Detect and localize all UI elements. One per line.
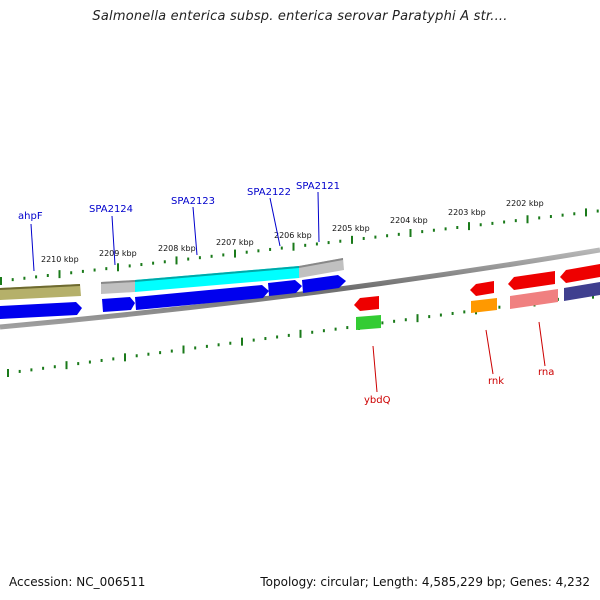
kbp-labels: 2210 kbp 2209 kbp 2208 kbp 2207 kbp 2206… (41, 199, 544, 264)
kbp-label-2207: 2207 kbp (216, 238, 254, 247)
gene-label-rna[interactable]: rna (538, 367, 554, 378)
genome-backbone (0, 247, 600, 330)
lower-tick-ruler (7, 290, 594, 377)
gene-SPA2121-arrow[interactable] (302, 275, 346, 293)
gene-label-SPA2121[interactable]: SPA2121 (296, 181, 340, 192)
gene-rna-arrow[interactable] (508, 271, 555, 290)
forward-feature-track (0, 258, 344, 300)
gene-label-ahpF[interactable]: ahpF (18, 211, 43, 222)
kbp-label-2208: 2208 kbp (158, 244, 196, 253)
kbp-label-2204: 2204 kbp (390, 216, 428, 225)
gene-rnk-arrow[interactable] (470, 281, 494, 296)
gene-right-purple-feature[interactable] (564, 282, 600, 301)
gene-label-SPA2124[interactable]: SPA2124 (89, 204, 133, 215)
reverse-gene-arrows (354, 264, 600, 330)
upper-tick-ruler (0, 208, 599, 285)
kbp-label-2206: 2206 kbp (274, 231, 312, 240)
kbp-label-2202: 2202 kbp (506, 199, 544, 208)
gene-label-SPA2123[interactable]: SPA2123 (171, 196, 215, 207)
gene-rnk-partner[interactable] (471, 298, 497, 313)
genome-stats-text: Topology: circular; Length: 4,585,229 bp… (260, 575, 590, 589)
kbp-label-2203: 2203 kbp (448, 208, 486, 217)
gene-SPA2123-feature[interactable] (135, 266, 299, 292)
gene-rna-partner[interactable] (510, 289, 558, 309)
map-title: Salmonella enterica subsp. enterica sero… (92, 9, 508, 24)
gene-label-ybdQ[interactable]: ybdQ (364, 395, 391, 406)
gene-ybdQ-partner[interactable] (356, 315, 381, 330)
gene-labels: ahpF SPA2124 SPA2123 SPA2122 SPA2121 ybd… (18, 181, 554, 406)
gene-SPA2123-arrow[interactable] (135, 285, 269, 310)
gene-SPA2122-arrow[interactable] (268, 280, 302, 296)
grey-feature-2[interactable] (299, 258, 344, 278)
gene-label-SPA2122[interactable]: SPA2122 (247, 187, 291, 198)
accession-text: Accession: NC_006511 (9, 575, 146, 589)
callout-lines (30, 191, 546, 393)
gene-ahpF-arrow[interactable] (0, 302, 82, 319)
gene-right-red-arrow[interactable] (560, 264, 600, 283)
kbp-label-2205: 2205 kbp (332, 224, 370, 233)
kbp-label-2210: 2210 kbp (41, 255, 79, 264)
gene-label-rnk[interactable]: rnk (488, 376, 504, 387)
gene-ybdQ-arrow[interactable] (354, 296, 379, 311)
gene-SPA2124-arrow[interactable] (102, 297, 135, 312)
forward-gene-arrows (0, 275, 346, 319)
kbp-label-2209: 2209 kbp (99, 249, 137, 258)
